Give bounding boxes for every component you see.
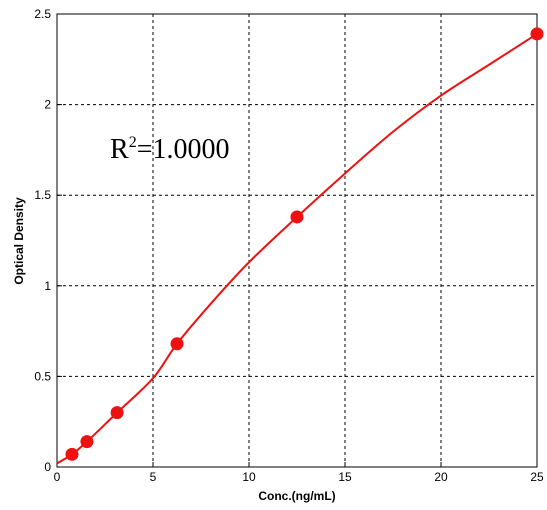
data-point [170,337,184,351]
r-squared-superscript: 2 [129,134,137,151]
y-tick-label: 1.5 [34,188,51,202]
data-point [80,435,94,449]
grid-lines [57,14,537,467]
plot-frame [56,13,538,468]
r-squared-value: =1.0000 [137,134,230,165]
y-axis-title: Optical Density [12,197,26,285]
y-tick-label: 0 [44,460,51,474]
y-axis-ticks: 0 0.5 1 1.5 2 2.5 [34,7,62,474]
x-tick-label: 10 [242,470,256,484]
y-tick-label: 0.5 [34,369,51,383]
r-squared-annotation: R2=1.0000 [110,134,229,165]
x-tick-label: 15 [338,470,352,484]
x-axis-ticks: 0 5 10 15 20 25 [54,462,544,484]
data-point [530,27,544,41]
x-tick-label: 0 [54,470,61,484]
x-axis-title: Conc.(ng/mL) [258,489,335,503]
r-squared-prefix: R [110,134,129,165]
x-tick-label: 25 [530,470,544,484]
y-tick-label: 1 [44,279,51,293]
data-point [290,210,304,224]
data-point [65,447,79,461]
y-tick-label: 2.5 [34,7,51,21]
y-tick-label: 2 [44,98,51,112]
data-points [65,27,544,461]
x-tick-label: 20 [434,470,448,484]
x-tick-label: 5 [150,470,157,484]
data-point [110,406,124,420]
